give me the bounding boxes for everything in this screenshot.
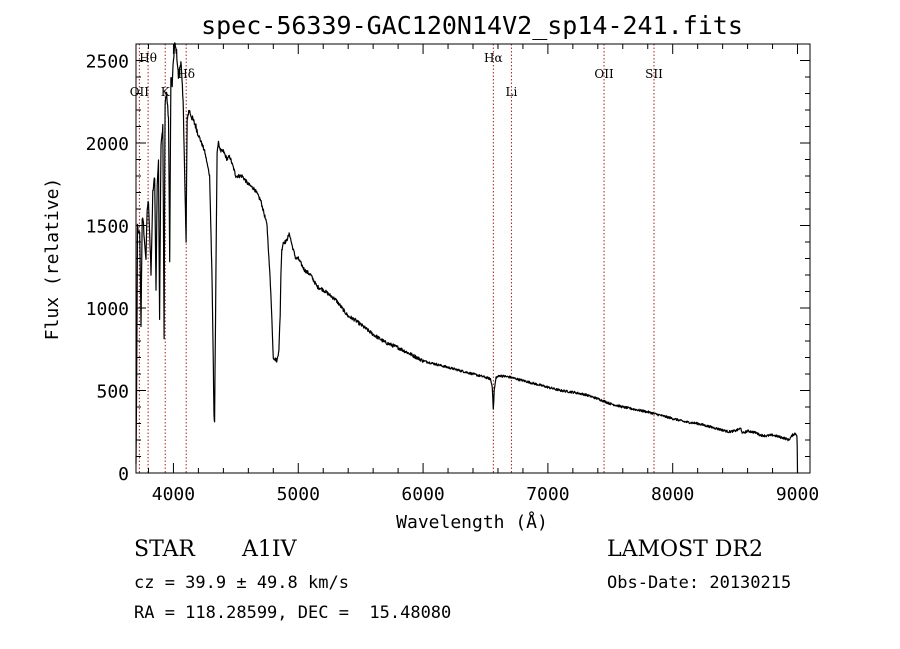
spectral-line-label: OII bbox=[130, 85, 150, 99]
spectral-line-label: Hα bbox=[484, 51, 503, 65]
spectral-class: A1IV bbox=[242, 537, 297, 562]
coordinates-line: RA = 118.28599, DEC = 15.48080 bbox=[134, 603, 452, 623]
y-tick-label: 500 bbox=[96, 382, 129, 403]
y-tick-label: 0 bbox=[118, 464, 129, 485]
x-tick-label: 4000 bbox=[152, 484, 195, 505]
spectrum-line bbox=[135, 42, 799, 474]
survey-label: LAMOST DR2 bbox=[607, 537, 763, 562]
chart-title: spec-56339-GAC120N14V2_sp14-241.fits bbox=[201, 11, 743, 40]
x-tick-label: 6000 bbox=[401, 484, 444, 505]
plot-frame bbox=[135, 43, 811, 474]
y-tick-label: 1000 bbox=[86, 299, 129, 320]
spectral-line-label: Hθ bbox=[139, 51, 157, 65]
y-tick-label: 1500 bbox=[86, 217, 129, 238]
spectral-line-label: K bbox=[161, 85, 171, 99]
x-tick-label: 8000 bbox=[651, 484, 694, 505]
y-tick-label: 2000 bbox=[86, 134, 129, 155]
x-tick-label: 5000 bbox=[277, 484, 320, 505]
x-tick-label: 7000 bbox=[526, 484, 569, 505]
object-type: STAR bbox=[134, 537, 195, 562]
spectral-line-label: OII bbox=[594, 67, 614, 81]
x-axis-label: Wavelength (Å) bbox=[396, 511, 548, 533]
y-axis-label: Flux (relative) bbox=[42, 178, 63, 341]
spectral-line-label: SII bbox=[645, 67, 663, 81]
redshift-line: cz = 39.9 ± 49.8 km/s bbox=[134, 573, 349, 593]
spectral-line-label: Li bbox=[506, 85, 518, 99]
axis-ticks: 4000 5000 6000 7000 8000 9000 0 500 1000 1500 2000… bbox=[86, 43, 819, 505]
spectrum-chart: spec-56339-GAC120N14V2_sp14-241.fits Hθ O… bbox=[42, 11, 819, 533]
obs-date-line: Obs-Date: 20130215 bbox=[607, 573, 792, 593]
x-tick-label: 9000 bbox=[776, 484, 819, 505]
plot-border bbox=[135, 43, 811, 474]
y-tick-label: 2500 bbox=[86, 52, 129, 73]
